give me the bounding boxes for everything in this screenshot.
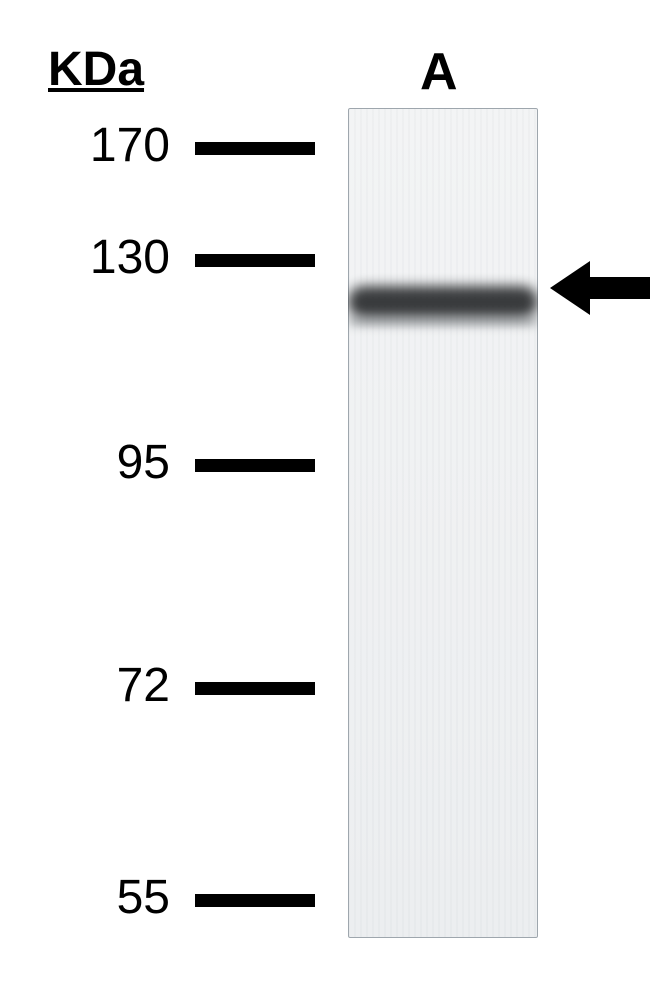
- marker-label-4: 55: [0, 870, 170, 925]
- marker-tick-1: [195, 254, 315, 267]
- marker-tick-2: [195, 459, 315, 472]
- marker-label-0: 170: [0, 118, 170, 173]
- unit-label: KDa: [48, 42, 144, 97]
- blot-lane: [348, 108, 538, 938]
- marker-label-3: 72: [0, 658, 170, 713]
- marker-tick-4: [195, 894, 315, 907]
- western-blot-figure: KDa A 170 130 95 72 55: [0, 0, 650, 992]
- marker-tick-0: [195, 142, 315, 155]
- lane-band-1: [348, 316, 538, 326]
- arrow-icon: [550, 261, 650, 315]
- marker-label-2: 95: [0, 435, 170, 490]
- marker-label-1: 130: [0, 230, 170, 285]
- marker-tick-3: [195, 682, 315, 695]
- lane-band-0: [348, 286, 538, 318]
- lane-label: A: [420, 42, 458, 102]
- arrow-svg: [550, 261, 650, 315]
